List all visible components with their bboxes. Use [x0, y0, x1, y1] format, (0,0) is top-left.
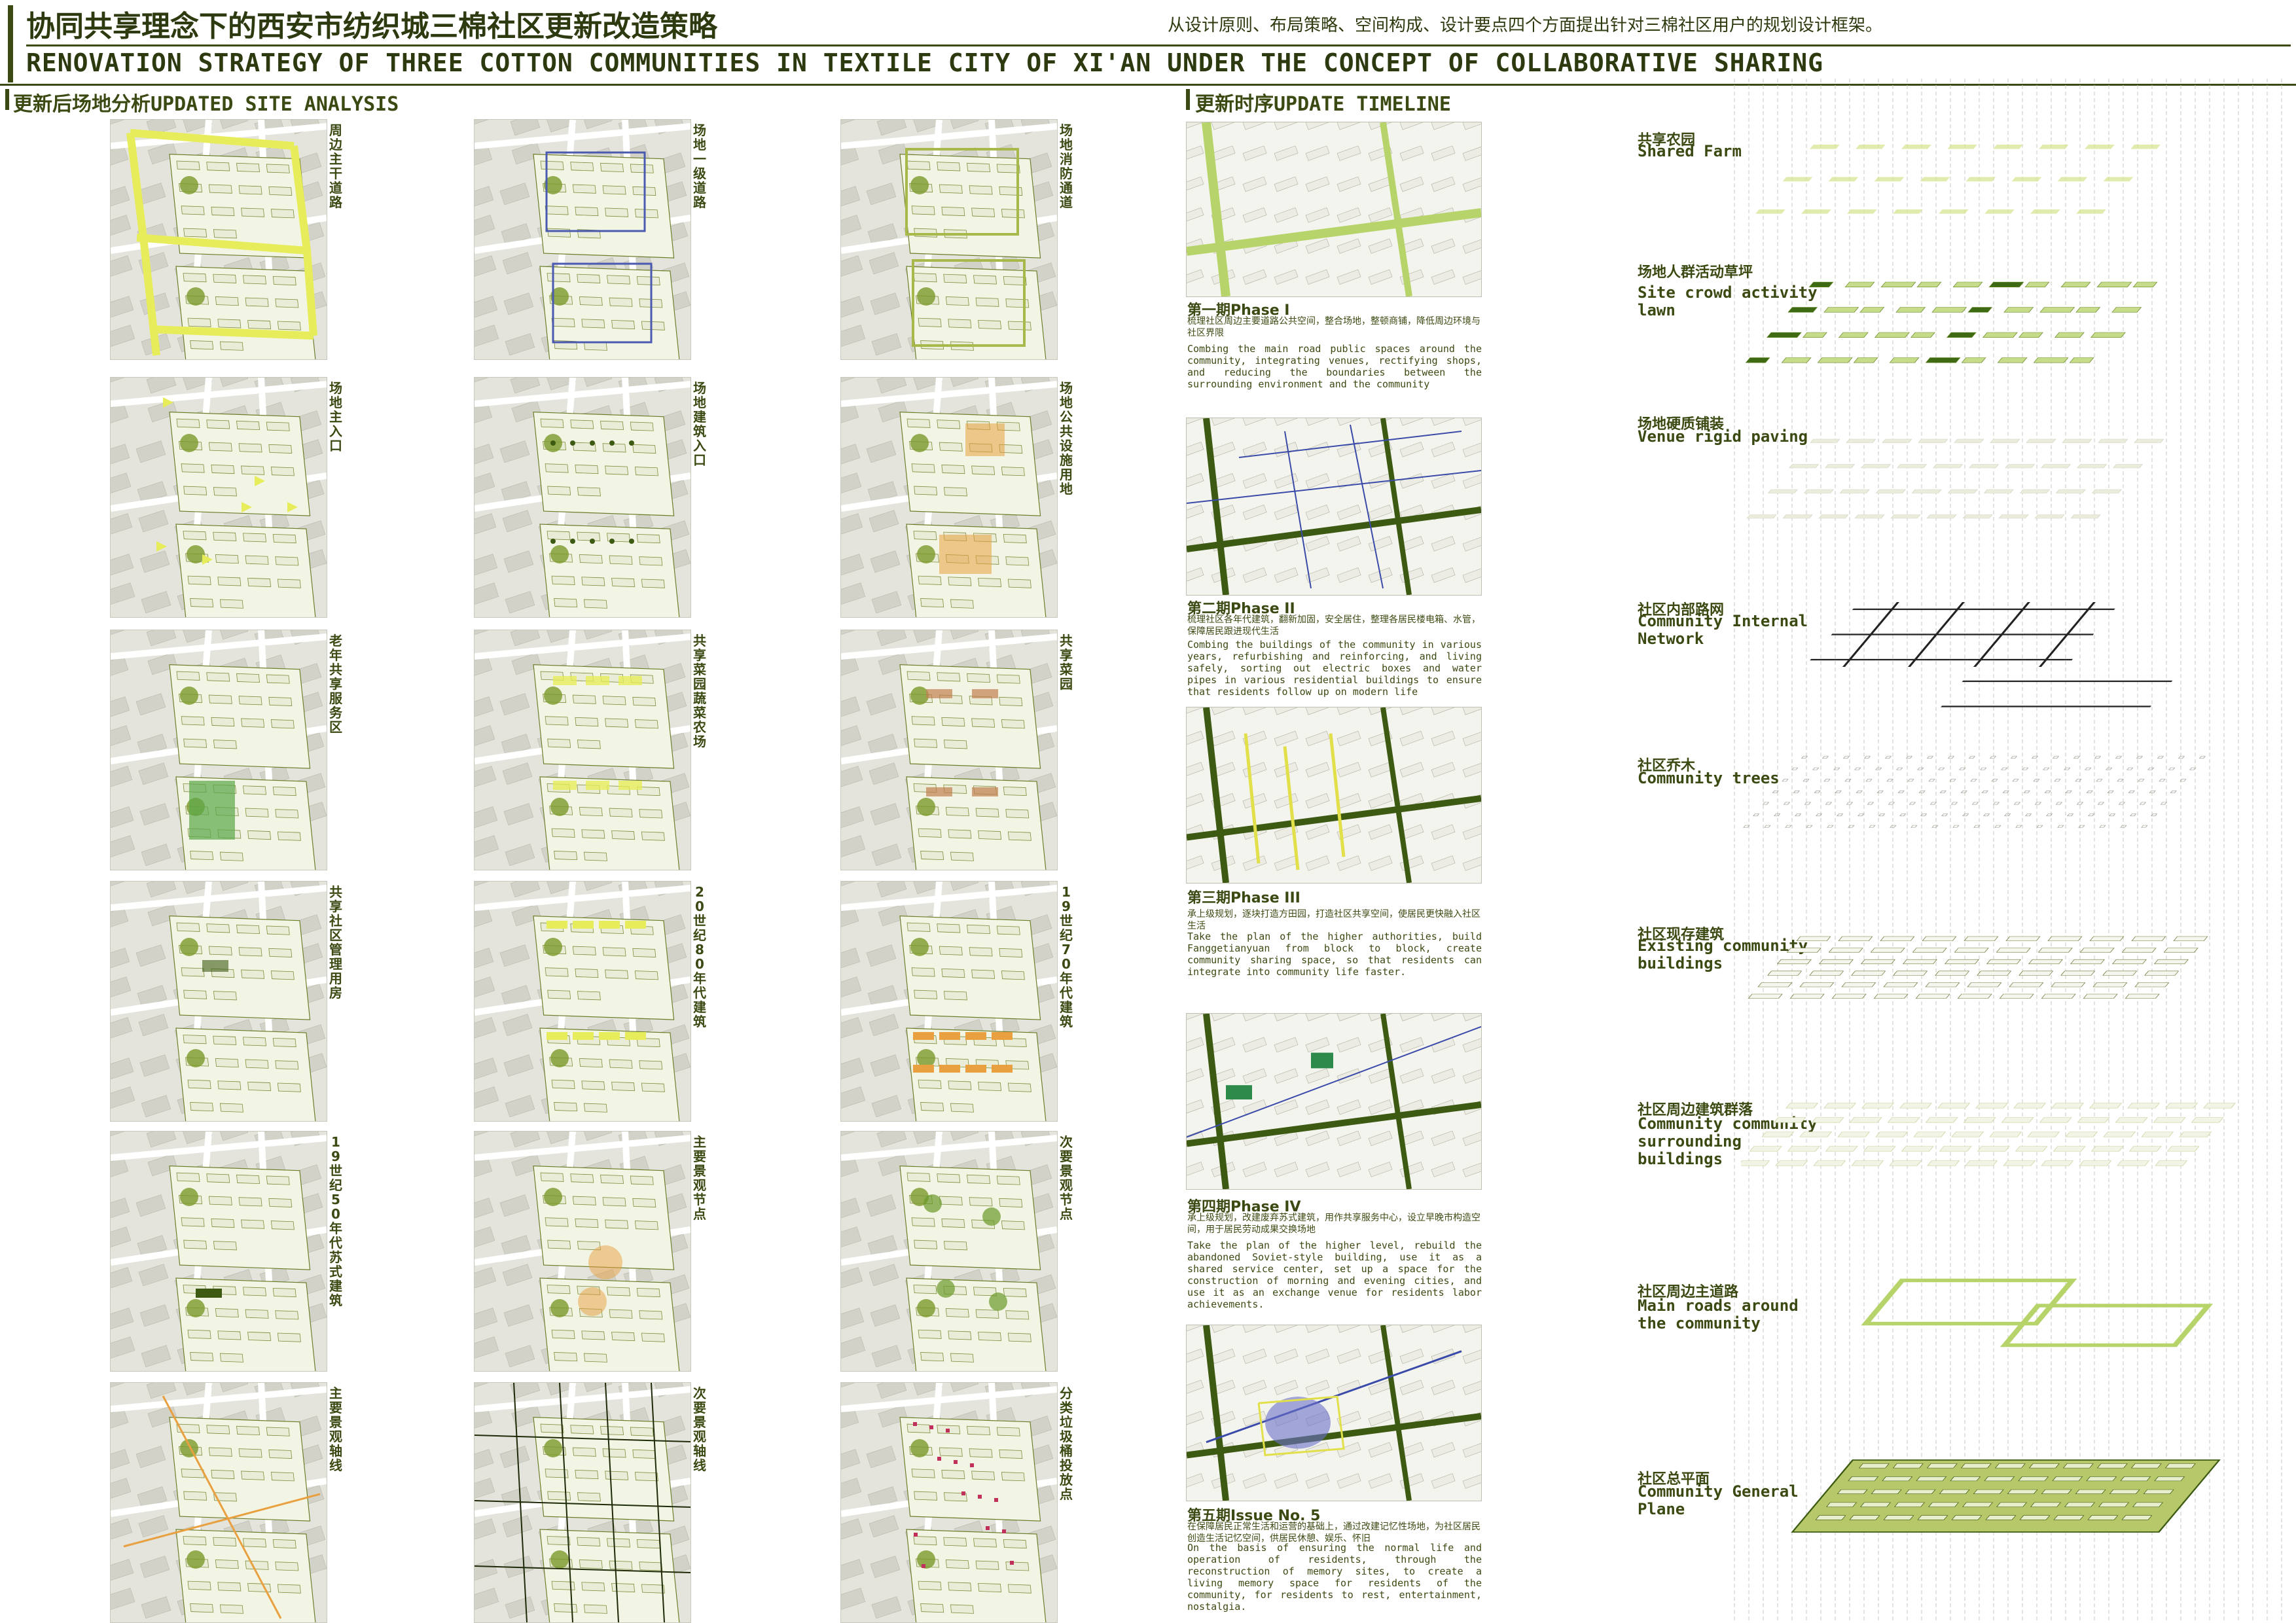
layer-label-cn: 社区周边建筑群落 [1638, 1102, 1753, 1118]
layer-label-cn: 共享农园 [1638, 132, 1696, 149]
phase-description-cn: 在保障居民正常生活和运营的基础上，通过改建记忆性场地，为社区居民创造生活记忆空间… [1187, 1522, 1480, 1544]
map-label: 20世纪80年代建筑 [693, 884, 706, 1029]
layer-illustration [1748, 936, 2208, 999]
phase-plan-image [1186, 122, 1482, 297]
layer-label-cn: 场地硬质铺装 [1638, 416, 1725, 433]
layer-label-cn: 社区周边主道路 [1638, 1284, 1739, 1300]
phase-title: 第五期Issue No. 5 [1187, 1508, 1321, 1524]
site-analysis-map [110, 881, 327, 1122]
phase-title: 第四期Phase IV [1187, 1199, 1301, 1215]
layer-label-en: Community General Plane [1638, 1482, 1799, 1518]
phase-description-en: On the basis of ensuring the normal life… [1187, 1542, 1482, 1613]
map-label: 19世纪70年代建筑 [1060, 884, 1073, 1029]
map-label: 场地一级道路 [693, 122, 706, 210]
layer-illustration [1745, 281, 2158, 363]
site-analysis-map [110, 119, 327, 360]
phase-plan-image [1186, 1013, 1482, 1190]
section-marker [5, 89, 9, 110]
phase-description-cn: 梳理社区周边主要道路公共空间，整合场地，整顿商铺，降低周边环境与社区界限 [1187, 316, 1480, 338]
map-label: 次要景观轴线 [693, 1385, 706, 1473]
page-subtitle-cn: 从设计原则、布局策略、空间构成、设计要点四个方面提出针对三棉社区用户的规划设计框… [1168, 16, 1883, 35]
site-analysis-map [840, 119, 1058, 360]
map-label: 场地建筑入口 [693, 380, 706, 468]
header-rule [26, 45, 2291, 46]
map-label: 老年共享服务区 [329, 633, 342, 735]
layer-label-en: Existing community buildings [1638, 936, 1808, 972]
phase-title: 第二期Phase II [1187, 601, 1295, 617]
layer-label-cn: 社区内部路网 [1638, 602, 1725, 618]
phase-description-cn: 承上级规划，改建废弃苏式建筑，用作共享服务中心，设立早晚市构造空间，用于居民劳动… [1187, 1213, 1480, 1235]
phase-title: 第三期Phase III [1187, 890, 1300, 906]
phase-description-en: Take the plan of the higher authorities,… [1187, 931, 1482, 978]
site-analysis-map [474, 119, 691, 360]
site-analysis-map [474, 377, 691, 618]
layer-label-en: Community Internal Network [1638, 612, 1808, 648]
layer-label-cn: 场地人群活动草坪 [1638, 264, 1753, 281]
phase-description-cn: 承上级规划，逐块打造方田园，打造社区共享空间，使居民更快融入社区生活 [1187, 909, 1480, 931]
layer-label-en: Shared Farm [1638, 142, 1742, 160]
layer-label-en: Site crowd activity lawn [1638, 283, 1818, 319]
layer-illustration [1741, 1103, 2236, 1166]
site-analysis-map [110, 1131, 327, 1372]
layer-label-cn: 社区现存建筑 [1638, 927, 1725, 943]
site-analysis-map [474, 881, 691, 1122]
site-analysis-map [474, 1131, 691, 1372]
layer-illustration [1791, 1459, 2221, 1533]
header-rule-bottom [0, 84, 2296, 86]
phase-plan-image [1186, 418, 1482, 596]
layer-label-en: Main roads around the community [1638, 1296, 1799, 1332]
map-label: 场地消防通道 [1060, 122, 1073, 210]
map-label: 分类垃圾桶投放点 [1060, 1385, 1073, 1502]
site-analysis-map [840, 881, 1058, 1122]
layer-label-cn: 社区乔木 [1638, 758, 1696, 774]
map-label: 周边主干道路 [329, 122, 342, 210]
layer-illustration [1743, 756, 2206, 828]
page-title-en: RENOVATION STRATEGY OF THREE COTTON COMM… [26, 48, 1823, 77]
layer-label-cn: 社区总平面 [1638, 1471, 1710, 1488]
site-analysis-heading: 更新后场地分析UPDATED SITE ANALYSIS [13, 93, 399, 116]
layer-label-en: Venue rigid paving [1638, 427, 1808, 446]
site-analysis-map [840, 377, 1058, 618]
site-analysis-map [110, 377, 327, 618]
site-analysis-map [474, 630, 691, 870]
site-analysis-map [110, 1382, 327, 1623]
timeline-heading: 更新时序UPDATE TIMELINE [1195, 93, 1451, 116]
phase-description-en: Combing the buildings of the community i… [1187, 639, 1482, 698]
phase-plan-image [1186, 707, 1482, 883]
layer-illustration [1810, 602, 2173, 707]
layer-label-en: Community trees [1638, 769, 1780, 787]
map-label: 共享社区管理用房 [329, 884, 342, 1001]
phase-description-cn: 梳理社区各年代建筑，翻新加固，安全居住，整理各居民楼电箱、水管，保障居民跟进现代… [1187, 615, 1480, 637]
layer-illustration [1861, 1278, 2214, 1347]
phase-description-en: Combing the main road public spaces arou… [1187, 343, 1482, 390]
site-analysis-map [474, 1382, 691, 1623]
page-title-cn: 协同共享理念下的西安市纺织城三棉社区更新改造策略 [26, 10, 717, 43]
map-label: 19世纪50年代苏式建筑 [329, 1134, 342, 1308]
site-analysis-map [840, 1382, 1058, 1623]
phase-description-en: Take the plan of the higher level, rebui… [1187, 1240, 1482, 1310]
map-label: 共享菜园 [1060, 633, 1073, 692]
phase-title: 第一期Phase I [1187, 302, 1290, 319]
section-marker [1186, 89, 1190, 110]
site-analysis-map [840, 1131, 1058, 1372]
map-label: 共享菜园蔬菜农场 [693, 633, 706, 749]
map-label: 次要景观节点 [1060, 1134, 1073, 1222]
title-accent-bar [8, 5, 13, 82]
layer-illustration [1755, 145, 2161, 214]
map-label: 场地公共设施用地 [1060, 380, 1073, 497]
map-label: 主要景观节点 [693, 1134, 706, 1222]
layer-illustration [1746, 438, 2164, 519]
map-label: 场地主入口 [329, 380, 342, 454]
phase-plan-image [1186, 1325, 1482, 1501]
site-analysis-map [110, 630, 327, 870]
site-analysis-map [840, 630, 1058, 870]
map-label: 主要景观轴线 [329, 1385, 342, 1473]
